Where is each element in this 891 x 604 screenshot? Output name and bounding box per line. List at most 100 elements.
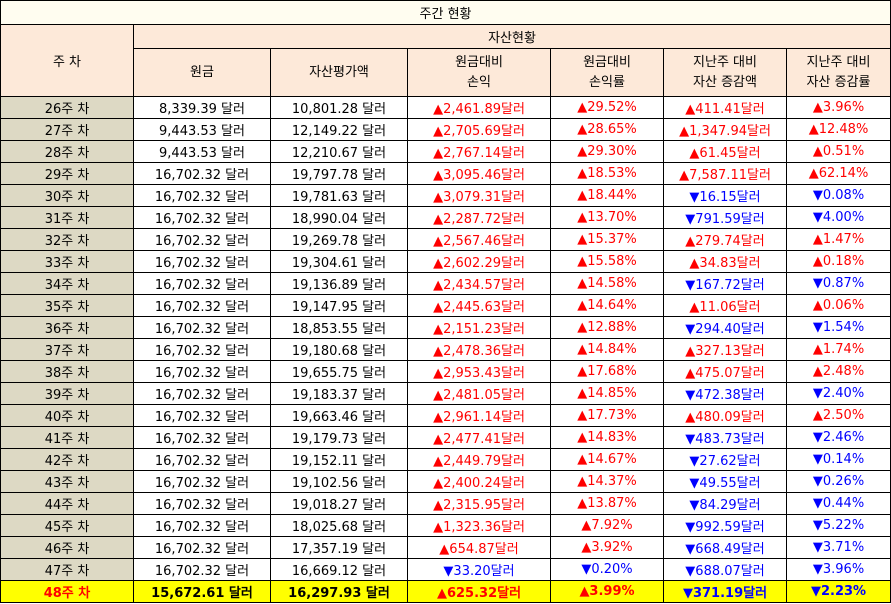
table-row: 28주 차 9,443.53 달러 12,210.67 달러 ▲2,767.14달러 ▲…: [0, 140, 891, 163]
asset-value-cell: 19,180.68 달러: [270, 338, 408, 361]
profit-loss-rate-cell: ▲14.85%: [550, 382, 664, 405]
weekly-change-rate-cell: ▲0.18%: [785, 250, 891, 273]
principal-cell: 16,702.32 달러: [133, 514, 271, 537]
weekly-change-cell: ▲61.45달러: [663, 140, 787, 163]
profit-loss-cell: ▲2,461.89달러: [407, 96, 551, 119]
profit-loss-cell: ▲2,478.36달러: [407, 338, 551, 361]
asset-value-cell: 19,147.95 달러: [270, 294, 408, 317]
profit-loss-cell: ▲2,961.14달러: [407, 404, 551, 427]
header-line: 손익: [467, 74, 491, 90]
asset-value-cell: 18,990.04 달러: [270, 206, 408, 229]
profit-loss-rate-cell: ▲12.88%: [550, 316, 664, 339]
week-cell: 30주 차: [0, 184, 134, 207]
week-cell: 35주 차: [0, 294, 134, 317]
weekly-change-rate-cell: ▲2.50%: [785, 404, 891, 427]
asset-value-cell: 12,149.22 달러: [270, 118, 408, 141]
profit-loss-rate-cell: ▲14.58%: [550, 272, 664, 295]
weekly-change-rate-cell: ▼0.44%: [785, 492, 891, 515]
profit-loss-rate-cell: ▲14.64%: [550, 294, 664, 317]
weekly-change-cell: ▼688.07달러: [663, 558, 787, 581]
profit-loss-cell: ▲2,287.72달러: [407, 206, 551, 229]
weekly-change-rate-cell: ▼5.22%: [785, 514, 891, 537]
table-row: 29주 차 16,702.32 달러 19,797.78 달러 ▲3,095.46달러…: [0, 162, 891, 185]
profit-loss-cell: ▼33.20달러: [407, 558, 551, 581]
profit-loss-rate-header: 원금대비 손익률: [550, 48, 664, 97]
profit-loss-rate-cell: ▲13.87%: [550, 492, 664, 515]
profit-loss-rate-cell: ▲29.30%: [550, 140, 664, 163]
weekly-change-cell: ▲7,587.11달러: [663, 162, 787, 185]
table-row: 43주 차 16,702.32 달러 19,102.56 달러 ▲2,400.24달러…: [0, 470, 891, 493]
week-cell: 32주 차: [0, 228, 134, 251]
weekly-change-cell: ▼472.38달러: [663, 382, 787, 405]
weekly-change-cell: ▼167.72달러: [663, 272, 787, 295]
table-row: 44주 차 16,702.32 달러 19,018.27 달러 ▲2,315.95달러…: [0, 492, 891, 515]
asset-value-cell: 19,179.73 달러: [270, 426, 408, 449]
week-cell: 31주 차: [0, 206, 134, 229]
table-row: 40주 차 16,702.32 달러 19,663.46 달러 ▲2,961.14달러…: [0, 404, 891, 427]
principal-cell: 9,443.53 달러: [133, 140, 271, 163]
profit-loss-cell: ▲2,953.43달러: [407, 360, 551, 383]
header-line: 지난주 대비: [806, 54, 871, 70]
principal-cell: 16,702.32 달러: [133, 316, 271, 339]
table-title: 주간 현황: [0, 0, 891, 25]
asset-value-cell: 17,357.19 달러: [270, 536, 408, 559]
profit-loss-cell: ▲654.87달러: [407, 536, 551, 559]
profit-loss-rate-cell: ▲28.65%: [550, 118, 664, 141]
table-row: 36주 차 16,702.32 달러 18,853.55 달러 ▲2,151.23달러…: [0, 316, 891, 339]
principal-cell: 15,672.61 달러: [133, 580, 271, 603]
weekly-change-rate-cell: ▼0.14%: [785, 448, 891, 471]
table-row: 37주 차 16,702.32 달러 19,180.68 달러 ▲2,478.36달러…: [0, 338, 891, 361]
week-cell: 42주 차: [0, 448, 134, 471]
profit-loss-rate-cell: ▲7.92%: [550, 514, 664, 537]
week-cell: 28주 차: [0, 140, 134, 163]
profit-loss-rate-cell: ▼0.20%: [550, 558, 664, 581]
header-line: 원금대비: [455, 54, 503, 70]
profit-loss-cell: ▲2,400.24달러: [407, 470, 551, 493]
asset-value-cell: 19,018.27 달러: [270, 492, 408, 515]
weekly-change-rate-cell: ▲62.14%: [785, 162, 891, 185]
profit-loss-rate-cell: ▲15.37%: [550, 228, 664, 251]
weekly-change-cell: ▼483.73달러: [663, 426, 787, 449]
table-row: 42주 차 16,702.32 달러 19,152.11 달러 ▲2,449.79달러…: [0, 448, 891, 471]
principal-cell: 16,702.32 달러: [133, 558, 271, 581]
table-row: 47주 차 16,702.32 달러 16,669.12 달러 ▼33.20달러 ▼0.…: [0, 558, 891, 581]
principal-cell: 16,702.32 달러: [133, 536, 271, 559]
weekly-change-rate-cell: ▼3.96%: [785, 558, 891, 581]
weekly-change-rate-cell: ▲3.96%: [785, 96, 891, 119]
asset-value-cell: 19,136.89 달러: [270, 272, 408, 295]
profit-loss-cell: ▲2,481.05달러: [407, 382, 551, 405]
profit-loss-cell: ▲3,079.31달러: [407, 184, 551, 207]
weekly-change-cell: ▼27.62달러: [663, 448, 787, 471]
weekly-change-cell: ▼371.19달러: [663, 580, 787, 603]
asset-value-cell: 19,304.61 달러: [270, 250, 408, 273]
weekly-change-cell: ▲475.07달러: [663, 360, 787, 383]
table-row: 48주 차 15,672.61 달러 16,297.93 달러 ▲625.32달러 ▲3…: [0, 580, 891, 603]
column-header-row: 원금 자산평가액 원금대비 손익 원금대비 손익률 지난주 대비 자산 증감액 지난주 대비 자산…: [1, 48, 891, 97]
week-cell: 40주 차: [0, 404, 134, 427]
header-line: 지난주 대비: [693, 54, 757, 70]
principal-cell: 16,702.32 달러: [133, 426, 271, 449]
weekly-change-cell: ▲327.13달러: [663, 338, 787, 361]
table-row: 38주 차 16,702.32 달러 19,655.75 달러 ▲2,953.43달러…: [0, 360, 891, 383]
asset-value-cell: 16,669.12 달러: [270, 558, 408, 581]
weekly-change-rate-cell: ▼0.87%: [785, 272, 891, 295]
asset-value-cell: 19,152.11 달러: [270, 448, 408, 471]
principal-cell: 16,702.32 달러: [133, 250, 271, 273]
week-cell: 37주 차: [0, 338, 134, 361]
week-cell: 33주 차: [0, 250, 134, 273]
asset-value-cell: 19,781.63 달러: [270, 184, 408, 207]
table-row: 27주 차 9,443.53 달러 12,149.22 달러 ▲2,705.69달러 ▲…: [0, 118, 891, 141]
header-line: 자산 증감액: [693, 74, 757, 90]
week-column-header: 주 차: [0, 24, 134, 97]
table-row: 30주 차 16,702.32 달러 19,781.63 달러 ▲3,079.31달러…: [0, 184, 891, 207]
weekly-change-cell: ▼294.40달러: [663, 316, 787, 339]
asset-value-cell: 12,210.67 달러: [270, 140, 408, 163]
weekly-change-rate-cell: ▲2.48%: [785, 360, 891, 383]
asset-value-cell: 19,797.78 달러: [270, 162, 408, 185]
week-cell: 43주 차: [0, 470, 134, 493]
profit-loss-rate-cell: ▲17.73%: [550, 404, 664, 427]
table-row: 35주 차 16,702.32 달러 19,147.95 달러 ▲2,445.63달러…: [0, 294, 891, 317]
profit-loss-rate-cell: ▲18.44%: [550, 184, 664, 207]
principal-cell: 8,339.39 달러: [133, 96, 271, 119]
weekly-change-cell: ▲34.83달러: [663, 250, 787, 273]
